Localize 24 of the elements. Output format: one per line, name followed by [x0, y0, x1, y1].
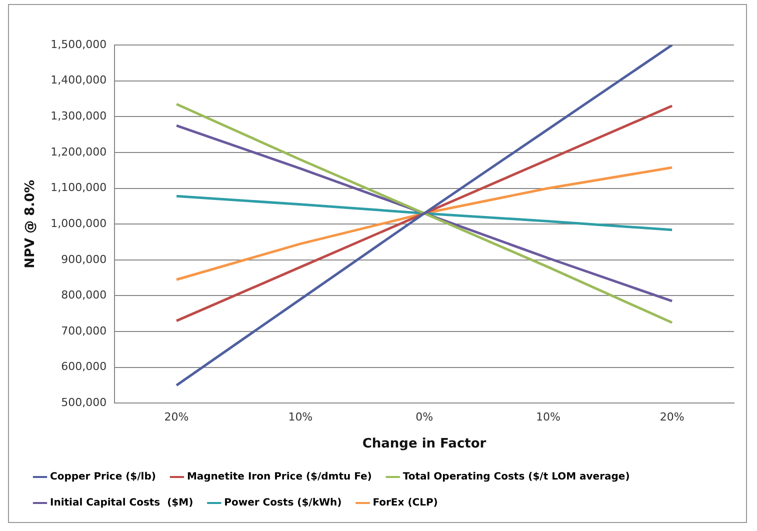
y-tick-label: 1,000,000: [50, 216, 107, 230]
legend-label: Power Costs ($/kWh): [224, 498, 342, 509]
legend-label: Magnetite Iron Price ($/dmtu Fe): [186, 472, 372, 483]
y-tick-label: 1,100,000: [50, 181, 107, 194]
x-tick-label: 10%: [288, 410, 313, 424]
y-tick-label: 1,500,000: [50, 38, 107, 51]
x-axis-title: Change in Factor: [362, 436, 487, 452]
y-tick-label: 500,000: [61, 396, 107, 410]
x-tick-label: 0%: [416, 410, 434, 424]
y-axis-title: NPV @ 8.0%: [23, 180, 38, 268]
y-tick-label: 900,000: [61, 252, 107, 266]
y-tick-label: 1,400,000: [50, 74, 107, 87]
y-tick-label: 600,000: [61, 360, 107, 374]
legend-label: ForEx (CLP): [372, 498, 438, 509]
legend-label: Total Operating Costs ($/t LOM average): [402, 472, 630, 483]
y-tick-label: 1,300,000: [50, 110, 107, 122]
y-tick-label: 800,000: [61, 288, 107, 302]
x-tick-label: 20%: [164, 410, 189, 424]
y-tick-label: 1,200,000: [50, 145, 107, 158]
x-tick-label: 10%: [536, 410, 560, 424]
x-tick-label: 20%: [660, 410, 684, 424]
legend-label: Initial Capital Costs ($M): [50, 498, 194, 509]
y-tick-label: 700,000: [61, 324, 107, 338]
legend-label: Copper Price ($/lb): [50, 472, 156, 483]
